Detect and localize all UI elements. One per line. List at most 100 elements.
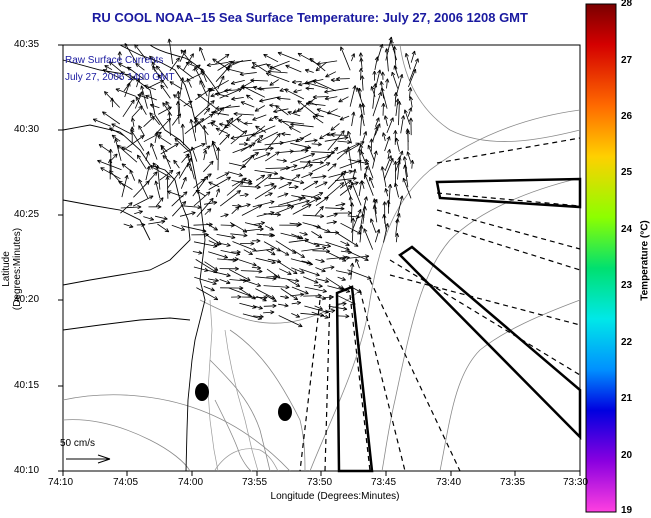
current-vector-head xyxy=(175,101,181,106)
current-vector xyxy=(361,196,367,216)
current-vector-head xyxy=(104,65,109,70)
current-vector xyxy=(117,144,138,163)
current-vector xyxy=(243,249,253,255)
current-vector xyxy=(335,203,346,207)
current-vector-head xyxy=(318,283,323,289)
current-vector-head xyxy=(139,135,145,140)
current-vector xyxy=(291,164,313,171)
current-vector xyxy=(229,221,248,233)
current-vector-head xyxy=(263,295,268,300)
current-vector xyxy=(203,160,214,173)
current-vector-head xyxy=(380,166,385,171)
current-vector-head xyxy=(155,65,161,70)
current-vector xyxy=(302,222,321,228)
current-vector xyxy=(315,278,329,283)
current-vector-head xyxy=(236,118,241,123)
current-vector-head xyxy=(376,229,381,234)
current-vector xyxy=(184,118,205,135)
current-vector-head xyxy=(244,192,249,198)
current-vector xyxy=(204,201,218,205)
current-vector-head xyxy=(204,175,209,181)
current-vector-head xyxy=(294,278,300,283)
current-vector-head xyxy=(306,81,311,86)
x-axis-label: Longitude (Degrees:Minutes) xyxy=(270,491,400,502)
current-vector xyxy=(204,261,219,271)
current-vector-head xyxy=(317,142,322,147)
current-vector xyxy=(216,242,231,246)
current-vector xyxy=(351,181,362,206)
current-vector-head xyxy=(241,85,246,90)
current-vector-head xyxy=(271,251,276,256)
current-vector xyxy=(279,249,290,256)
current-vector-head xyxy=(298,197,303,202)
current-vector xyxy=(359,113,363,136)
current-vector xyxy=(219,123,231,127)
current-vector-head xyxy=(298,235,304,240)
current-vector xyxy=(118,180,133,190)
current-vector-head xyxy=(109,170,114,175)
current-vector-head xyxy=(411,50,416,56)
current-vector xyxy=(134,44,148,61)
current-vector xyxy=(239,302,257,308)
current-vector-head xyxy=(257,138,262,143)
current-vector-head xyxy=(174,138,179,143)
current-vector xyxy=(207,278,219,282)
current-vector-head xyxy=(380,87,385,92)
current-vector-head xyxy=(293,164,298,169)
current-vector-head xyxy=(256,282,261,287)
current-vector xyxy=(300,147,309,151)
current-vector-head xyxy=(384,48,389,53)
current-vector-head xyxy=(374,126,379,131)
current-vector xyxy=(158,106,172,115)
current-vector-head xyxy=(399,195,404,200)
current-vector-head xyxy=(258,305,263,310)
current-vector-head xyxy=(393,92,398,97)
current-vector xyxy=(255,276,277,280)
current-vector-head xyxy=(314,198,319,202)
current-vector xyxy=(279,268,292,275)
current-vector xyxy=(232,241,257,252)
current-vector-head xyxy=(254,107,260,112)
current-vector-head xyxy=(109,127,114,132)
current-vector-head xyxy=(202,124,207,130)
current-vector xyxy=(256,295,267,302)
current-vector xyxy=(326,213,338,218)
current-vector xyxy=(287,111,301,117)
current-vector-head xyxy=(206,191,211,196)
current-vector-head xyxy=(146,165,151,171)
current-vector-head xyxy=(210,100,215,105)
current-vector-head xyxy=(326,162,331,167)
current-vector-head xyxy=(305,101,311,106)
current-vector-head xyxy=(345,314,350,319)
current-vector-head xyxy=(358,68,364,73)
current-vector-head xyxy=(223,254,228,259)
current-vector-head xyxy=(284,251,290,256)
current-vector-head xyxy=(404,52,409,58)
current-vector xyxy=(280,295,289,299)
current-vector-head xyxy=(230,80,236,85)
current-vector xyxy=(324,136,349,142)
current-vector xyxy=(180,225,207,232)
current-vector-head xyxy=(348,196,353,201)
colorbar-tick: 22 xyxy=(621,337,633,348)
current-vector xyxy=(360,68,362,81)
current-vector xyxy=(311,175,327,179)
current-vector-head xyxy=(316,108,322,113)
current-vector xyxy=(208,240,220,246)
current-vector xyxy=(315,61,328,72)
current-vector xyxy=(291,313,300,318)
current-vector xyxy=(124,82,131,98)
current-vector-head xyxy=(376,123,381,128)
current-vector xyxy=(127,66,145,80)
current-vector-head xyxy=(197,205,202,210)
current-vector xyxy=(131,105,143,118)
current-vector-head xyxy=(265,72,271,77)
current-vector xyxy=(288,200,310,207)
current-vector-head xyxy=(262,297,267,302)
current-vector-head xyxy=(239,285,244,291)
current-vector xyxy=(372,91,382,117)
current-vector-head xyxy=(169,81,174,86)
legend-line-1: Raw Surface Currents xyxy=(65,55,164,66)
current-vector xyxy=(277,97,291,100)
current-vector-head xyxy=(252,116,257,121)
